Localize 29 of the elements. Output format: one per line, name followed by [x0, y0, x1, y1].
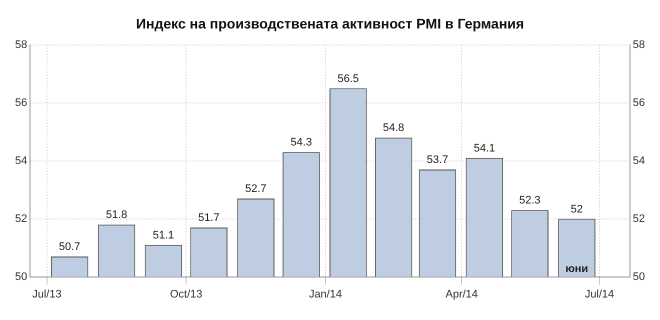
data-label: 51.8	[106, 209, 128, 222]
data-label: 52.3	[519, 194, 541, 207]
y-tick-label: 50	[14, 270, 28, 283]
y2-tick-label: 50	[632, 270, 646, 283]
data-label: 56.5	[337, 72, 359, 85]
y2-tick-label: 58	[632, 38, 646, 51]
data-label: 51.7	[198, 212, 220, 224]
y-tick-label: 58	[14, 38, 28, 51]
x-tick-label: Jan/14	[308, 288, 342, 300]
data-label: 54.1	[474, 142, 496, 154]
data-label: 54.3	[290, 136, 312, 149]
y-tick-label: 56	[14, 96, 28, 109]
y-tick-label: 54	[14, 154, 28, 167]
y2-tick-label: 54	[632, 154, 646, 167]
x-tick-label: Oct/13	[170, 288, 202, 300]
data-label: 52	[570, 203, 583, 216]
data-label: 52.7	[245, 183, 267, 196]
y-tick-label: 52	[14, 212, 28, 225]
data-label: 51.1	[152, 229, 174, 242]
x-tick-label: Jul/14	[584, 288, 614, 300]
data-label: 53.7	[426, 154, 448, 166]
annotation: юни	[565, 262, 588, 275]
data-label: 50.7	[58, 241, 80, 254]
x-tick-label: Apr/14	[446, 288, 478, 300]
chart-title: Индекс на производствената активност PMI в Германия	[136, 15, 524, 32]
y2-tick-label: 52	[632, 212, 646, 225]
x-tick-label: Jul/13	[32, 288, 62, 300]
data-label: 54.8	[382, 122, 404, 134]
y2-tick-label: 56	[632, 96, 646, 109]
